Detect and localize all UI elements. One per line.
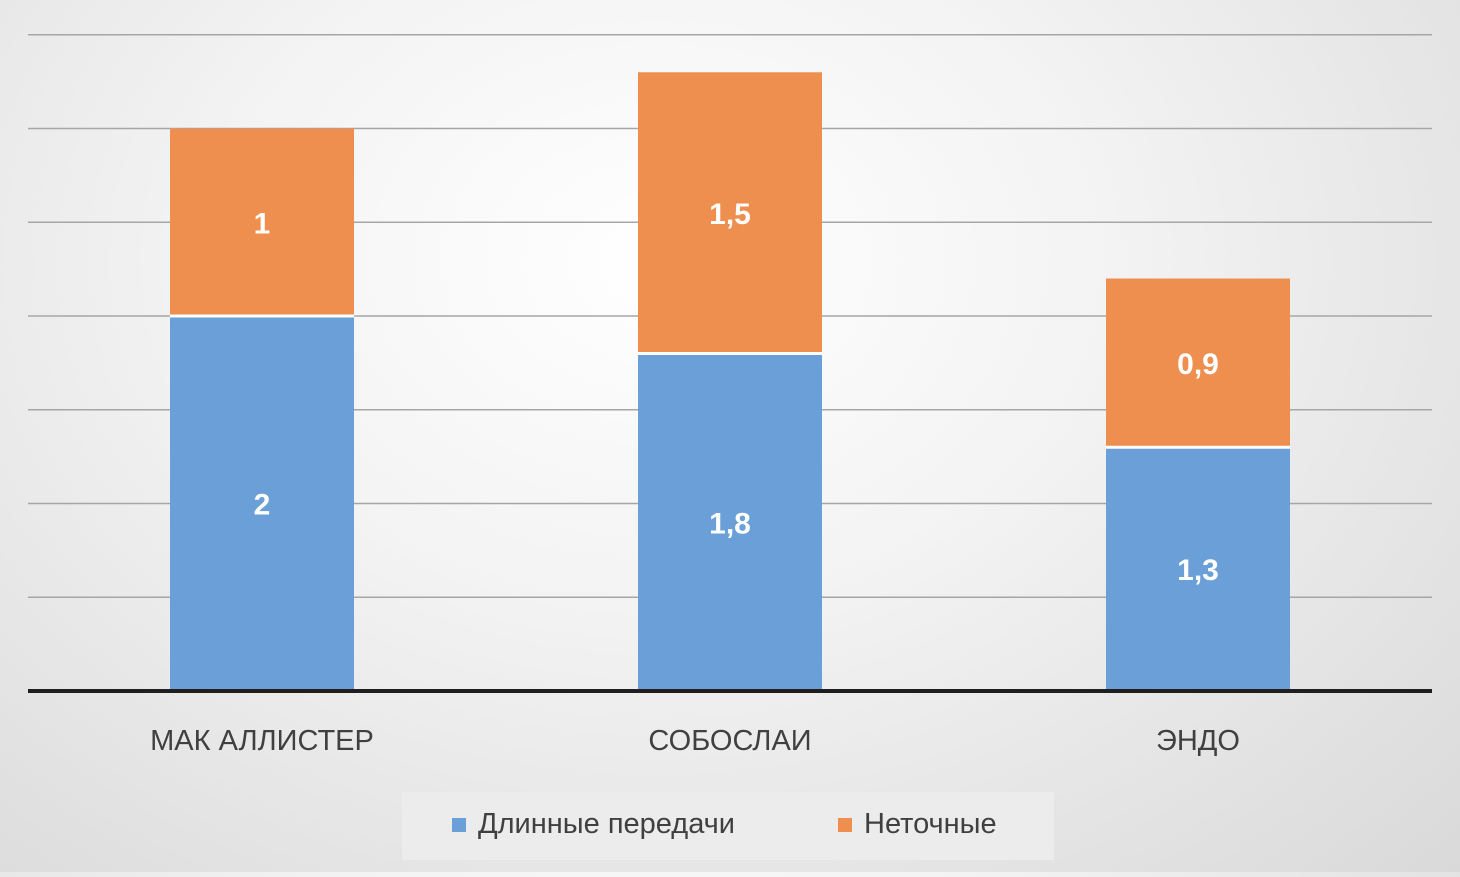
data-labels: 2 1 1,8 1,5 1,3 0,9 (254, 198, 1219, 587)
bar-2-1 (1106, 278, 1290, 448)
data-label-2-1: 0,9 (1177, 348, 1219, 381)
bar-0-0 (170, 316, 354, 691)
legend-label-0: Длинные передачи (478, 808, 735, 840)
data-label-0-0: 2 (254, 489, 271, 522)
category-label-0: МАК АЛЛИСТЕР (150, 725, 374, 757)
legend: Длинные передачи Неточные (402, 792, 1054, 860)
data-label-1-0: 1,8 (709, 507, 751, 540)
data-label-0-1: 1 (254, 207, 271, 240)
category-labels: МАК АЛЛИСТЕР СОБОСЛАИ ЭНДО (150, 725, 1240, 757)
data-label-2-0: 1,3 (1177, 554, 1219, 587)
legend-background (402, 792, 1054, 860)
bar-2-0 (1106, 447, 1290, 691)
bar-1-1 (638, 72, 822, 354)
bar-0-1 (170, 128, 354, 316)
data-label-1-1: 1,5 (709, 198, 751, 231)
legend-swatch-1 (838, 818, 852, 832)
legend-swatch-0 (452, 818, 466, 832)
bars (170, 72, 1290, 691)
legend-label-1: Неточные (864, 808, 997, 840)
bar-1-0 (638, 353, 822, 691)
category-label-1: СОБОСЛАИ (648, 725, 811, 757)
category-label-2: ЭНДО (1156, 725, 1240, 757)
